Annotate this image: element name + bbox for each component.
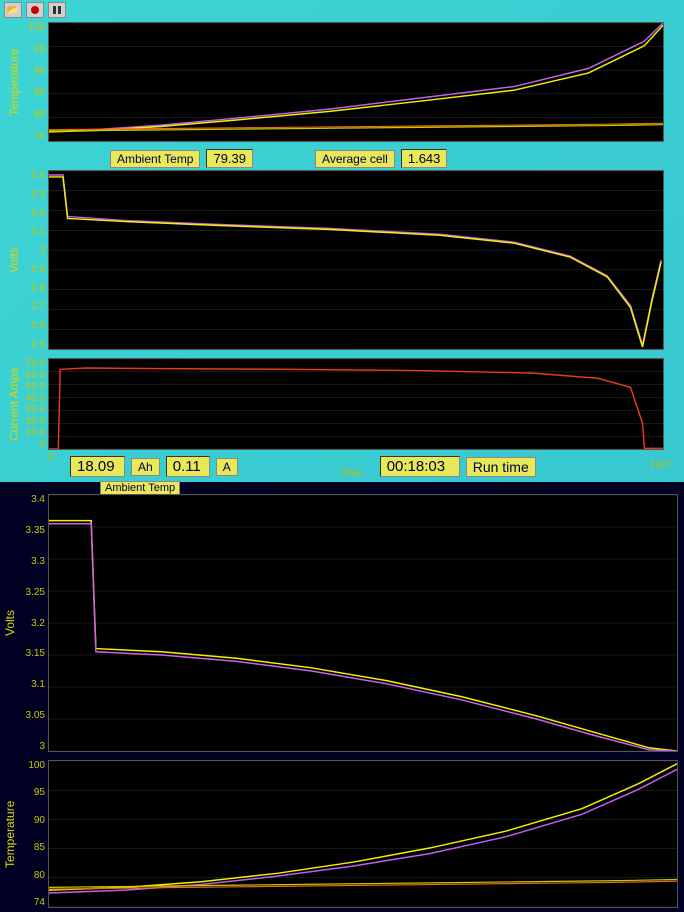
a-label: A [216, 458, 238, 476]
ambient-row: Ambient Temp 79.39 Average cell 1.643 [110, 149, 447, 168]
volts-yticks: 3.43.33.23.132.92.82.72.62.5 [22, 170, 48, 350]
ah-label: Ah [131, 458, 160, 476]
ah-value: 18.09 [70, 456, 125, 477]
avg-cell-value: 1.643 [401, 149, 448, 168]
amps-plot [48, 358, 664, 450]
volts2-yticks: 3.43.353.33.253.23.153.13.053 [18, 494, 48, 752]
volts-chart-wrap: Volts 3.43.33.23.132.92.82.72.62.5 [6, 170, 664, 350]
volts2-wrap: Volts 3.43.353.33.253.23.153.13.053 [2, 494, 678, 752]
open-button[interactable]: 📂 [4, 2, 22, 18]
temp-ylabel: Temperature [6, 22, 22, 142]
upper-panel: 📂 Temperature 1009590858074 Ambient Temp… [0, 0, 684, 482]
volts-plot [48, 170, 664, 350]
volts2-plot [48, 494, 678, 752]
a-value: 0.11 [166, 456, 210, 477]
avg-cell-label: Average cell [315, 150, 395, 168]
temp-chart-wrap: Temperature 1009590858074 [6, 22, 664, 142]
temp2-wrap: Temperature 1009590858074 [2, 760, 678, 908]
temp-plot [48, 22, 664, 142]
x-left-tick: 0 [48, 452, 54, 463]
ambient-temp-label: Ambient Temp [110, 150, 200, 168]
toolbar: 📂 [0, 0, 684, 20]
runtime-value: 00:18:03 [380, 456, 460, 477]
lower-panel: Ambient Temp Volts 3.43.353.33.253.23.15… [0, 482, 684, 912]
ambient-temp-value: 79.39 [206, 149, 253, 168]
amps-chart-wrap: Current Amps 70.060.050.040.030.020.010.… [6, 358, 664, 450]
temp2-yticks: 1009590858074 [18, 760, 48, 908]
temp2-plot [48, 760, 678, 908]
amps-yticks: 70.060.050.040.030.020.010.00 [22, 358, 48, 450]
pause-button[interactable] [48, 2, 66, 18]
x-right-tick: 1107 [650, 460, 672, 471]
volts-ylabel: Volts [6, 170, 22, 350]
bottom-row: 18.09 Ah 0.11 A 00:18:03 Run time [70, 456, 536, 477]
amps-ylabel: Current Amps [6, 358, 22, 450]
runtime-label: Run time [466, 457, 536, 477]
temp-yticks: 1009590858074 [22, 22, 48, 142]
volts2-ylabel: Volts [2, 494, 18, 752]
temp2-ylabel: Temperature [2, 760, 18, 908]
ambient-strip-label: Ambient Temp [100, 481, 180, 495]
record-button[interactable] [26, 2, 44, 18]
